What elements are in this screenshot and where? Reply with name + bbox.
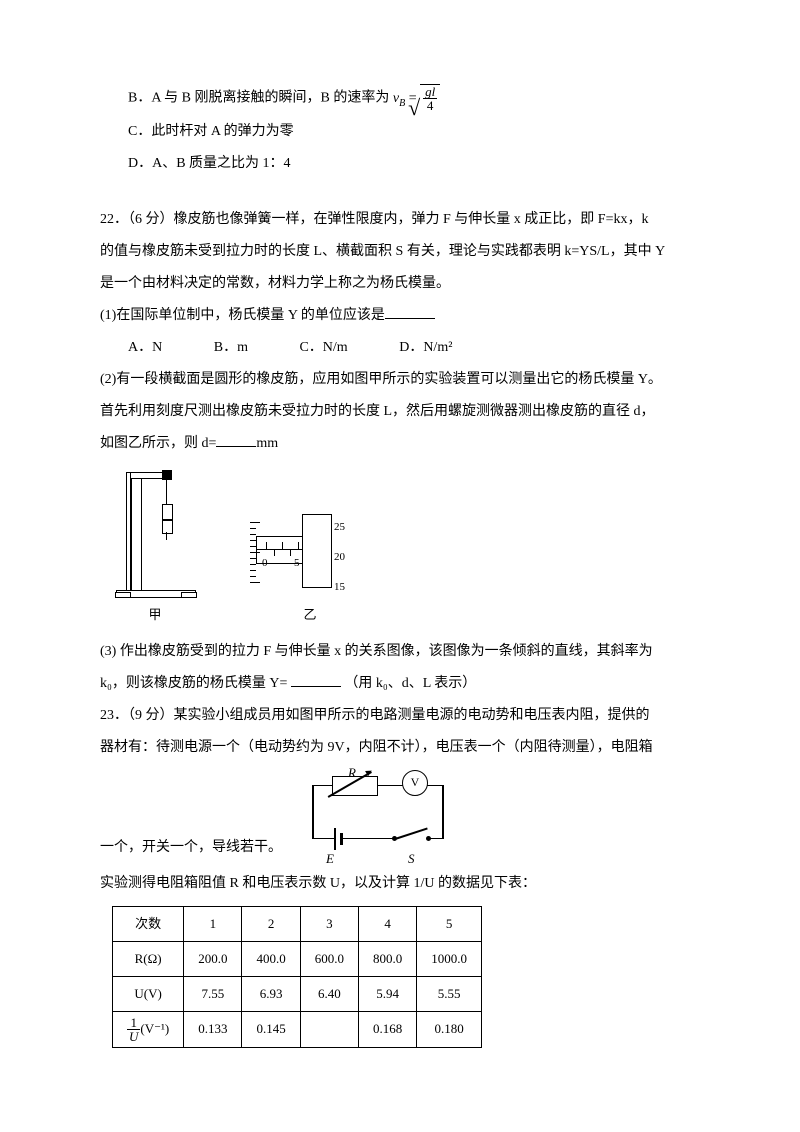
- label-S: S: [408, 846, 415, 872]
- data-table: 次数 1 2 3 4 5 R(Ω) 200.0 400.0 600.0 800.…: [112, 906, 482, 1049]
- figure-label-2: 乙: [250, 602, 370, 628]
- figure-apparatus: 甲: [110, 468, 200, 628]
- table-cell: 0.180: [417, 1011, 482, 1048]
- circuit-diagram: V R E S: [292, 766, 472, 866]
- table-cell: 0.133: [184, 1011, 242, 1048]
- q22-stem-3: 是一个由材料决定的常数，材料力学上称之为杨氏模量。: [100, 270, 710, 298]
- table-cell: 5.55: [417, 976, 482, 1011]
- table-cell: 1000.0: [417, 941, 482, 976]
- blank-input[interactable]: [291, 672, 341, 687]
- table-cell: 6.40: [300, 976, 358, 1011]
- table-cell: 600.0: [300, 941, 358, 976]
- q22-option-a: A．N: [128, 334, 162, 362]
- q22-part2-c: 如图乙所示，则 d=mm: [100, 430, 710, 458]
- table-cell: 7.55: [184, 976, 242, 1011]
- table-cell: 800.0: [358, 941, 416, 976]
- q23-line4: 实验测得电阻箱阻值 R 和电压表示数 U，以及计算 1/U 的数据见下表：: [100, 870, 710, 898]
- table-cell: 400.0: [242, 941, 300, 976]
- table-header: 4: [358, 906, 416, 941]
- battery-icon: [334, 828, 336, 850]
- label-E: E: [326, 846, 334, 872]
- q21-option-b: B．A 与 B 刚脱离接触的瞬间，B 的速率为 vB = √ gl 4: [100, 84, 710, 114]
- table-cell: 1 U (V⁻¹): [113, 1011, 184, 1048]
- q22-part3-b: k₀，则该橡皮筋的杨氏模量 Y= （用 k₀、d、L 表示）: [100, 670, 710, 698]
- table-cell: 0.168: [358, 1011, 416, 1048]
- q21-b-formula: vB = √ gl 4: [393, 91, 440, 106]
- table-cell: [300, 1011, 358, 1048]
- table-header: 次数: [113, 906, 184, 941]
- q23-stem-2: 器材有：待测电源一个（电动势约为 9V，内阻不计），电压表一个（内阻待测量），电…: [100, 734, 710, 762]
- table-row: 1 U (V⁻¹) 0.133 0.145 0.168 0.180: [113, 1011, 482, 1048]
- q22-part1: (1)在国际单位制中，杨氏模量 Y 的单位应该是: [100, 302, 710, 330]
- q23-stem-1: 23．（9 分）某实验小组成员用如图甲所示的电路测量电源的电动势和电压表内阻，提…: [100, 702, 710, 730]
- table-header: 3: [300, 906, 358, 941]
- q22-stem-2: 的值与橡皮筋未受到拉力时的长度 L、横截面积 S 有关，理论与实践都表明 k=Y…: [100, 238, 710, 266]
- table-cell: U(V): [113, 976, 184, 1011]
- table-header: 5: [417, 906, 482, 941]
- q22-option-c: C．N/m: [299, 334, 347, 362]
- q23-line3-row: 一个，开关一个，导线若干。 V R E S: [100, 766, 710, 866]
- q22-option-b: B．m: [214, 334, 248, 362]
- table-row: U(V) 7.55 6.93 6.40 5.94 5.55: [113, 976, 482, 1011]
- voltmeter-icon: V: [402, 770, 428, 796]
- q21-b-text: B．A 与 B 刚脱离接触的瞬间，B 的速率为: [128, 91, 389, 106]
- q21-option-c: C．此时杆对 A 的弹力为零: [100, 118, 710, 146]
- figure-micrometer: 0 5 25 20 15 乙: [250, 508, 370, 628]
- figure-label-1: 甲: [110, 602, 200, 628]
- q21-option-d: D．A、B 质量之比为 1：4: [100, 150, 710, 178]
- table-cell: 200.0: [184, 941, 242, 976]
- table-row: 次数 1 2 3 4 5: [113, 906, 482, 941]
- table-cell: 6.93: [242, 976, 300, 1011]
- q22-options: A．N B．m C．N/m D．N/m²: [100, 334, 710, 362]
- table-cell: 0.145: [242, 1011, 300, 1048]
- q22-part2-b: 首先利用刻度尺测出橡皮筋未受拉力时的长度 L，然后用螺旋测微器测出橡皮筋的直径 …: [100, 398, 710, 426]
- blank-input[interactable]: [385, 304, 435, 319]
- figures-row: 甲 0 5 25 20 15 乙: [110, 468, 710, 628]
- blank-input[interactable]: [216, 432, 256, 447]
- table-cell: 5.94: [358, 976, 416, 1011]
- q22-part2-a: (2)有一段横截面是圆形的橡皮筋，应用如图甲所示的实验装置可以测量出它的杨氏模量…: [100, 366, 710, 394]
- table-header: 1: [184, 906, 242, 941]
- q22-stem-1: 22．（6 分）橡皮筋也像弹簧一样，在弹性限度内，弹力 F 与伸长量 x 成正比…: [100, 206, 710, 234]
- q22-option-d: D．N/m²: [399, 334, 452, 362]
- q22-part3-a: (3) 作出橡皮筋受到的拉力 F 与伸长量 x 的关系图像，该图像为一条倾斜的直…: [100, 638, 710, 666]
- table-row: R(Ω) 200.0 400.0 600.0 800.0 1000.0: [113, 941, 482, 976]
- sqrt-icon: √ gl 4: [420, 84, 440, 113]
- table-cell: R(Ω): [113, 941, 184, 976]
- table-header: 2: [242, 906, 300, 941]
- q23-line3: 一个，开关一个，导线若干。: [100, 834, 282, 862]
- label-R: R: [348, 760, 356, 786]
